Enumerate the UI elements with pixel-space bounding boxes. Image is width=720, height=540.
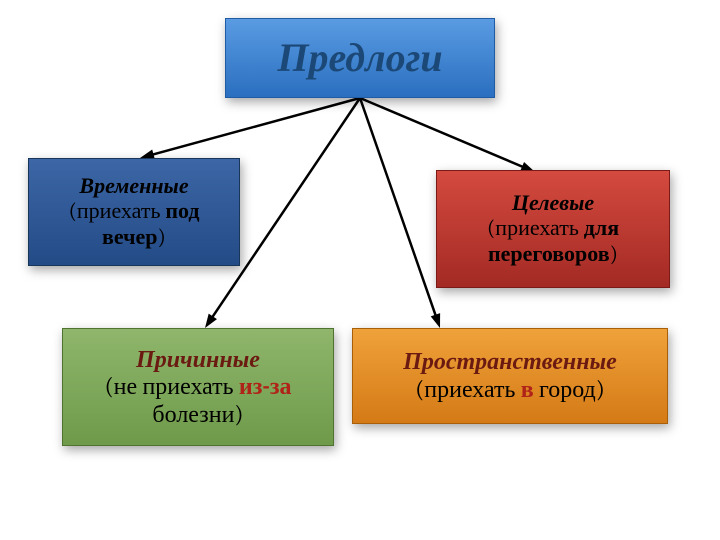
node-cause: Причинные(не приехать из-за болезни) [62, 328, 334, 446]
diagram-stage: Предлоги Временные(приехать под вечер) Це… [0, 0, 720, 540]
node-example: (приехать под вечер) [39, 199, 229, 250]
node-title: Причинные [136, 346, 260, 374]
root-node: Предлоги [225, 18, 495, 98]
node-example: (приехать для переговоров) [447, 216, 659, 267]
node-purpose: Целевые(приехать для переговоров) [436, 170, 670, 288]
node-spatial: Пространственные(приехать в город) [352, 328, 668, 424]
node-title: Временные [79, 174, 188, 199]
node-title: Целевые [512, 191, 594, 216]
node-example: (приехать в город) [415, 376, 605, 404]
node-example: (не приехать из-за болезни) [73, 373, 323, 428]
root-label: Предлоги [277, 35, 442, 81]
node-title: Пространственные [403, 348, 617, 376]
node-temporal: Временные(приехать под вечер) [28, 158, 240, 266]
